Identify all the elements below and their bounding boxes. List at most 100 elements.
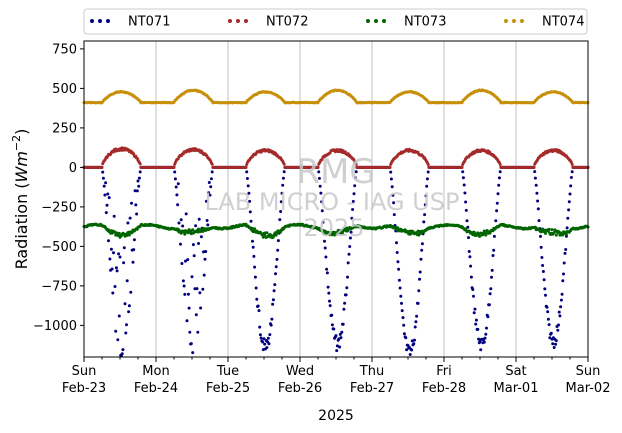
point-nt071 [189,342,193,346]
point-nt071 [491,254,495,257]
point-nt071 [275,257,279,261]
point-nt071 [180,262,184,265]
point-nt072 [426,163,430,166]
point-nt071 [551,342,555,346]
point-nt071 [539,234,542,238]
point-nt071 [107,239,110,243]
legend-marker [504,19,508,23]
x-tick-date: Feb-25 [206,381,250,396]
point-nt071 [465,219,469,223]
point-nt071 [115,269,119,273]
point-nt071 [273,283,277,287]
point-nt071 [567,200,571,204]
point-nt071 [272,289,276,293]
legend-marker [98,19,102,23]
point-nt071 [420,248,424,252]
point-nt071 [352,192,356,196]
y-tick-label: −750 [41,279,77,294]
point-nt071 [317,170,321,174]
point-nt071 [282,170,286,174]
point-nt073 [117,231,121,235]
point-nt073 [265,231,269,235]
point-nt071 [328,304,332,308]
point-nt071 [127,304,131,308]
y-axis-label-unit: Wm [12,151,31,182]
point-nt071 [484,332,488,336]
point-nt071 [469,275,473,279]
point-nt073 [274,233,278,237]
legend-marker [236,19,240,23]
point-nt071 [251,245,255,249]
point-nt071 [389,177,393,181]
point-nt071 [258,333,262,337]
point-nt071 [561,279,565,283]
point-nt071 [562,272,565,276]
point-nt071 [129,290,133,294]
legend-label: NT072 [266,15,308,30]
x-axis-label: 2025 [318,408,354,424]
point-nt071 [325,267,329,271]
point-nt071 [420,242,424,246]
point-nt071 [353,176,357,180]
point-nt071 [252,254,256,258]
point-nt071 [280,191,284,195]
point-nt071 [132,238,136,242]
point-nt072 [498,163,502,166]
watermark-line-1: RMG [296,152,375,192]
legend-marker [512,19,516,23]
point-nt071 [353,184,357,188]
point-nt071 [195,287,199,291]
point-nt071 [552,346,556,349]
point-nt071 [346,275,349,279]
point-nt071 [547,323,551,327]
point-nt071 [130,201,133,205]
point-nt071 [413,338,416,342]
point-nt071 [334,334,338,338]
point-nt071 [185,319,189,323]
point-nt071 [565,226,569,230]
point-nt071 [392,201,396,205]
point-nt071 [249,219,253,223]
point-nt071 [179,242,182,246]
point-nt071 [131,260,135,264]
x-tick-date: Feb-23 [62,381,106,396]
point-nt073 [564,232,568,236]
point-nt071 [498,170,502,174]
point-nt071 [207,181,211,184]
point-nt072 [282,162,286,166]
point-nt071 [199,235,203,239]
point-nt071 [248,199,252,203]
legend-marker [382,19,386,23]
point-nt071 [494,219,498,223]
point-nt071 [340,330,344,334]
point-nt071 [461,176,465,180]
point-nt071 [408,353,412,356]
point-nt071 [339,336,343,340]
point-nt071 [554,342,558,346]
point-nt071 [190,275,194,279]
point-nt073 [191,228,195,232]
x-grid [155,41,517,357]
point-nt071 [204,199,208,203]
point-nt071 [251,239,254,243]
point-nt071 [542,278,546,282]
point-nt071 [545,305,549,309]
point-nt071 [414,320,418,324]
point-nt071 [536,207,540,211]
point-nt071 [533,170,537,174]
y-axis-label-exponent: −2 [10,135,23,151]
point-nt071 [390,185,394,189]
point-nt071 [325,271,329,275]
point-nt071 [467,250,471,253]
point-nt071 [476,327,480,331]
point-nt071 [535,191,539,195]
point-nt071 [202,273,206,277]
point-nt071 [351,200,355,203]
point-nt072 [138,162,142,166]
point-nt071 [422,220,426,224]
point-nt071 [268,333,272,337]
point-nt071 [262,337,266,341]
point-nt071 [320,209,324,213]
point-nt071 [423,203,427,207]
x-tick-day: Mon [142,364,169,379]
